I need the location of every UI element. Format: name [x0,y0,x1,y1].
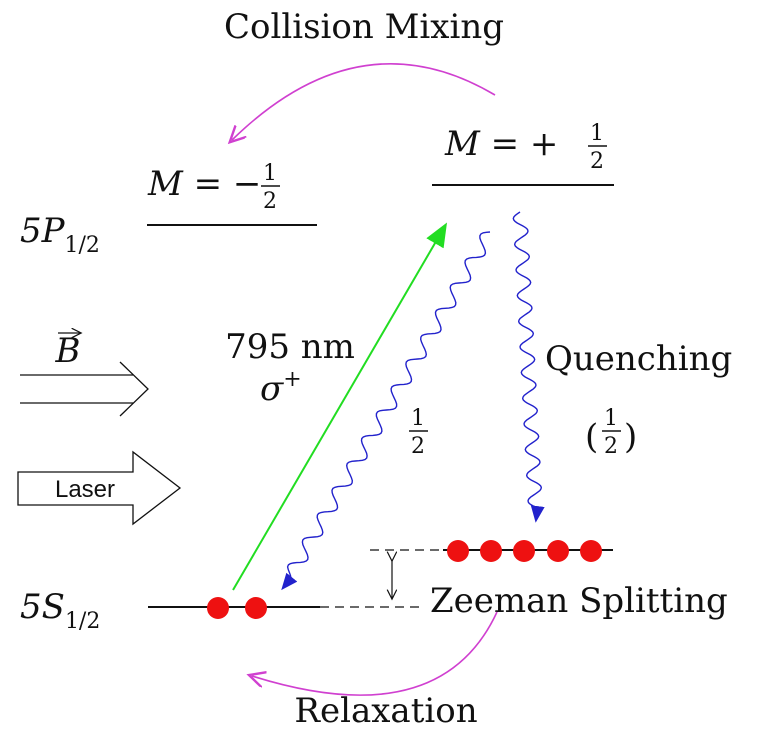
atom [513,540,535,562]
laser-arrow [17,450,182,526]
atom [580,540,602,562]
fraction-den: 2 [590,149,604,174]
level-label: M = − [147,164,261,204]
atom [207,597,229,619]
fraction-den: 2 [263,189,277,214]
state-base: 5S [20,587,65,627]
atom [447,540,469,562]
atoms [207,540,602,619]
sigma: σ [260,369,284,409]
ground-state: 5S1/2 [20,587,100,634]
atom [245,597,267,619]
level-label: M = + [444,124,558,164]
atom [547,540,569,562]
quenching-open: ( [585,417,598,457]
collision-arrow [232,62,496,140]
field-label: B [55,331,81,371]
zeeman-label: Zeeman Splitting [430,581,728,621]
decay-arrow [281,231,491,591]
relaxation-label: Relaxation [294,691,477,731]
fraction-den: 2 [604,434,618,459]
state-sub: 1/2 [65,233,100,258]
relaxation-arrow [252,611,498,696]
polarization: σ+ [260,367,302,409]
state-sub: 1/2 [65,609,100,634]
excitation-arrow [232,222,448,591]
fraction-den: 2 [411,434,425,459]
collision-label: Collision Mixing [224,7,504,47]
quenching-close: ) [624,417,637,457]
fraction-num: 1 [263,161,277,186]
decay-arrow [512,211,545,523]
excited-state: 5P1/2 [20,211,100,258]
atom [480,540,502,562]
quenching-label: Quenching [545,339,732,379]
field-arrow [20,361,149,417]
fraction-num: 1 [604,406,618,431]
fraction-num: 1 [590,121,604,146]
fraction-num: 1 [411,406,425,431]
state-base: 5P [20,211,66,251]
sup: + [283,367,301,392]
laser-label: Laser [55,476,115,503]
wavelength: 795 nm [225,327,355,367]
